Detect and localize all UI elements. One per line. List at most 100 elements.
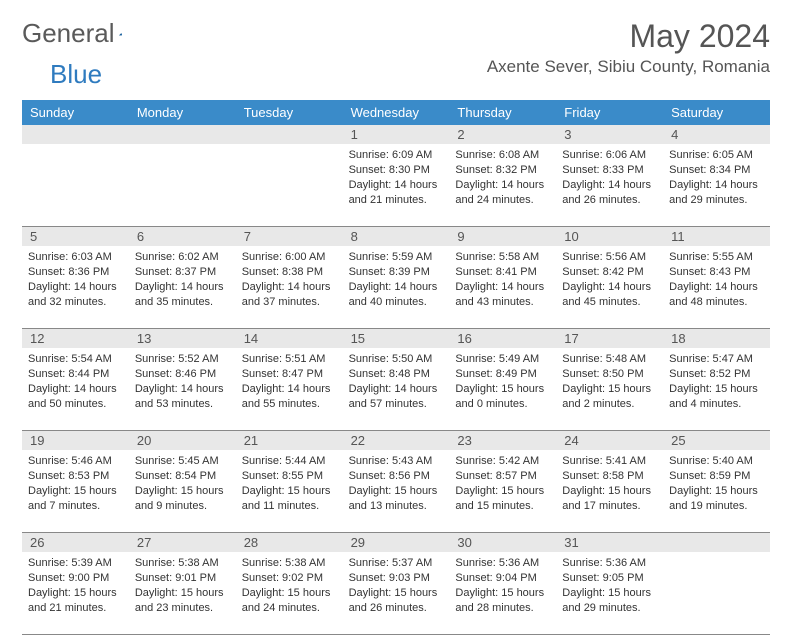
day-number [129,125,236,144]
day-info: Sunrise: 5:51 AMSunset: 8:47 PMDaylight:… [242,352,337,411]
day-number-row: 19202122232425 [22,431,770,450]
day-number: 12 [22,329,129,348]
day-info: Sunrise: 5:39 AMSunset: 9:00 PMDaylight:… [28,556,123,615]
day-cell: Sunrise: 5:37 AMSunset: 9:03 PMDaylight:… [343,552,450,634]
logo-text-2: Blue [50,59,102,89]
day-info: Sunrise: 5:36 AMSunset: 9:04 PMDaylight:… [455,556,550,615]
day-info: Sunrise: 5:54 AMSunset: 8:44 PMDaylight:… [28,352,123,411]
day-number: 2 [449,125,556,144]
day-number: 19 [22,431,129,450]
day-cell: Sunrise: 5:36 AMSunset: 9:05 PMDaylight:… [556,552,663,634]
day-number: 24 [556,431,663,450]
day-header-cell: Friday [556,100,663,125]
day-cell: Sunrise: 5:41 AMSunset: 8:58 PMDaylight:… [556,450,663,532]
day-number: 25 [663,431,770,450]
day-info: Sunrise: 5:47 AMSunset: 8:52 PMDaylight:… [669,352,764,411]
day-cell: Sunrise: 5:52 AMSunset: 8:46 PMDaylight:… [129,348,236,430]
day-header-cell: Monday [129,100,236,125]
day-info: Sunrise: 5:40 AMSunset: 8:59 PMDaylight:… [669,454,764,513]
day-number: 4 [663,125,770,144]
day-info: Sunrise: 5:38 AMSunset: 9:02 PMDaylight:… [242,556,337,615]
day-info: Sunrise: 5:44 AMSunset: 8:55 PMDaylight:… [242,454,337,513]
day-number-row: 1234 [22,125,770,144]
day-cell [22,144,129,226]
day-number: 26 [22,533,129,552]
day-cell: Sunrise: 6:00 AMSunset: 8:38 PMDaylight:… [236,246,343,328]
day-cell: Sunrise: 5:48 AMSunset: 8:50 PMDaylight:… [556,348,663,430]
day-number: 15 [343,329,450,348]
day-cell: Sunrise: 5:36 AMSunset: 9:04 PMDaylight:… [449,552,556,634]
day-cell: Sunrise: 6:02 AMSunset: 8:37 PMDaylight:… [129,246,236,328]
day-header-row: SundayMondayTuesdayWednesdayThursdayFrid… [22,100,770,125]
day-info: Sunrise: 6:05 AMSunset: 8:34 PMDaylight:… [669,148,764,207]
day-number: 28 [236,533,343,552]
day-number: 16 [449,329,556,348]
day-cell: Sunrise: 6:06 AMSunset: 8:33 PMDaylight:… [556,144,663,226]
week-row: Sunrise: 6:03 AMSunset: 8:36 PMDaylight:… [22,246,770,329]
day-number: 30 [449,533,556,552]
day-info: Sunrise: 5:45 AMSunset: 8:54 PMDaylight:… [135,454,230,513]
day-info: Sunrise: 5:43 AMSunset: 8:56 PMDaylight:… [349,454,444,513]
day-info: Sunrise: 5:52 AMSunset: 8:46 PMDaylight:… [135,352,230,411]
day-cell: Sunrise: 6:03 AMSunset: 8:36 PMDaylight:… [22,246,129,328]
day-number: 11 [663,227,770,246]
day-number: 21 [236,431,343,450]
day-cell: Sunrise: 5:46 AMSunset: 8:53 PMDaylight:… [22,450,129,532]
day-number: 1 [343,125,450,144]
day-cell: Sunrise: 5:47 AMSunset: 8:52 PMDaylight:… [663,348,770,430]
day-cell: Sunrise: 5:54 AMSunset: 8:44 PMDaylight:… [22,348,129,430]
week-row: Sunrise: 5:39 AMSunset: 9:00 PMDaylight:… [22,552,770,635]
day-info: Sunrise: 6:02 AMSunset: 8:37 PMDaylight:… [135,250,230,309]
week-row: Sunrise: 6:09 AMSunset: 8:30 PMDaylight:… [22,144,770,227]
day-number-row: 262728293031 [22,533,770,552]
day-cell: Sunrise: 5:49 AMSunset: 8:49 PMDaylight:… [449,348,556,430]
day-number [663,533,770,552]
calendar: SundayMondayTuesdayWednesdayThursdayFrid… [22,100,770,635]
day-header-cell: Sunday [22,100,129,125]
day-number: 7 [236,227,343,246]
day-cell: Sunrise: 5:42 AMSunset: 8:57 PMDaylight:… [449,450,556,532]
day-number: 27 [129,533,236,552]
week-row: Sunrise: 5:46 AMSunset: 8:53 PMDaylight:… [22,450,770,533]
day-cell: Sunrise: 5:38 AMSunset: 9:02 PMDaylight:… [236,552,343,634]
day-cell [663,552,770,634]
day-number: 17 [556,329,663,348]
day-number: 9 [449,227,556,246]
day-info: Sunrise: 5:49 AMSunset: 8:49 PMDaylight:… [455,352,550,411]
day-info: Sunrise: 5:42 AMSunset: 8:57 PMDaylight:… [455,454,550,513]
day-info: Sunrise: 5:56 AMSunset: 8:42 PMDaylight:… [562,250,657,309]
day-cell: Sunrise: 5:43 AMSunset: 8:56 PMDaylight:… [343,450,450,532]
day-info: Sunrise: 6:06 AMSunset: 8:33 PMDaylight:… [562,148,657,207]
day-cell: Sunrise: 5:59 AMSunset: 8:39 PMDaylight:… [343,246,450,328]
day-number-row: 12131415161718 [22,329,770,348]
logo-icon [119,25,122,43]
day-cell: Sunrise: 5:56 AMSunset: 8:42 PMDaylight:… [556,246,663,328]
day-info: Sunrise: 5:41 AMSunset: 8:58 PMDaylight:… [562,454,657,513]
day-number [22,125,129,144]
day-info: Sunrise: 5:36 AMSunset: 9:05 PMDaylight:… [562,556,657,615]
day-number: 18 [663,329,770,348]
week-row: Sunrise: 5:54 AMSunset: 8:44 PMDaylight:… [22,348,770,431]
day-number: 10 [556,227,663,246]
day-cell: Sunrise: 6:09 AMSunset: 8:30 PMDaylight:… [343,144,450,226]
day-number-row: 567891011 [22,227,770,246]
day-number: 14 [236,329,343,348]
day-number: 29 [343,533,450,552]
day-info: Sunrise: 5:55 AMSunset: 8:43 PMDaylight:… [669,250,764,309]
day-header-cell: Tuesday [236,100,343,125]
day-info: Sunrise: 5:59 AMSunset: 8:39 PMDaylight:… [349,250,444,309]
day-number: 31 [556,533,663,552]
day-info: Sunrise: 6:08 AMSunset: 8:32 PMDaylight:… [455,148,550,207]
day-number: 3 [556,125,663,144]
day-cell [129,144,236,226]
day-cell: Sunrise: 5:38 AMSunset: 9:01 PMDaylight:… [129,552,236,634]
day-info: Sunrise: 5:37 AMSunset: 9:03 PMDaylight:… [349,556,444,615]
day-info: Sunrise: 6:00 AMSunset: 8:38 PMDaylight:… [242,250,337,309]
day-info: Sunrise: 6:03 AMSunset: 8:36 PMDaylight:… [28,250,123,309]
logo-text-1: General [22,18,115,49]
day-cell: Sunrise: 5:40 AMSunset: 8:59 PMDaylight:… [663,450,770,532]
day-cell: Sunrise: 5:51 AMSunset: 8:47 PMDaylight:… [236,348,343,430]
day-header-cell: Saturday [663,100,770,125]
day-info: Sunrise: 5:38 AMSunset: 9:01 PMDaylight:… [135,556,230,615]
day-cell: Sunrise: 6:05 AMSunset: 8:34 PMDaylight:… [663,144,770,226]
